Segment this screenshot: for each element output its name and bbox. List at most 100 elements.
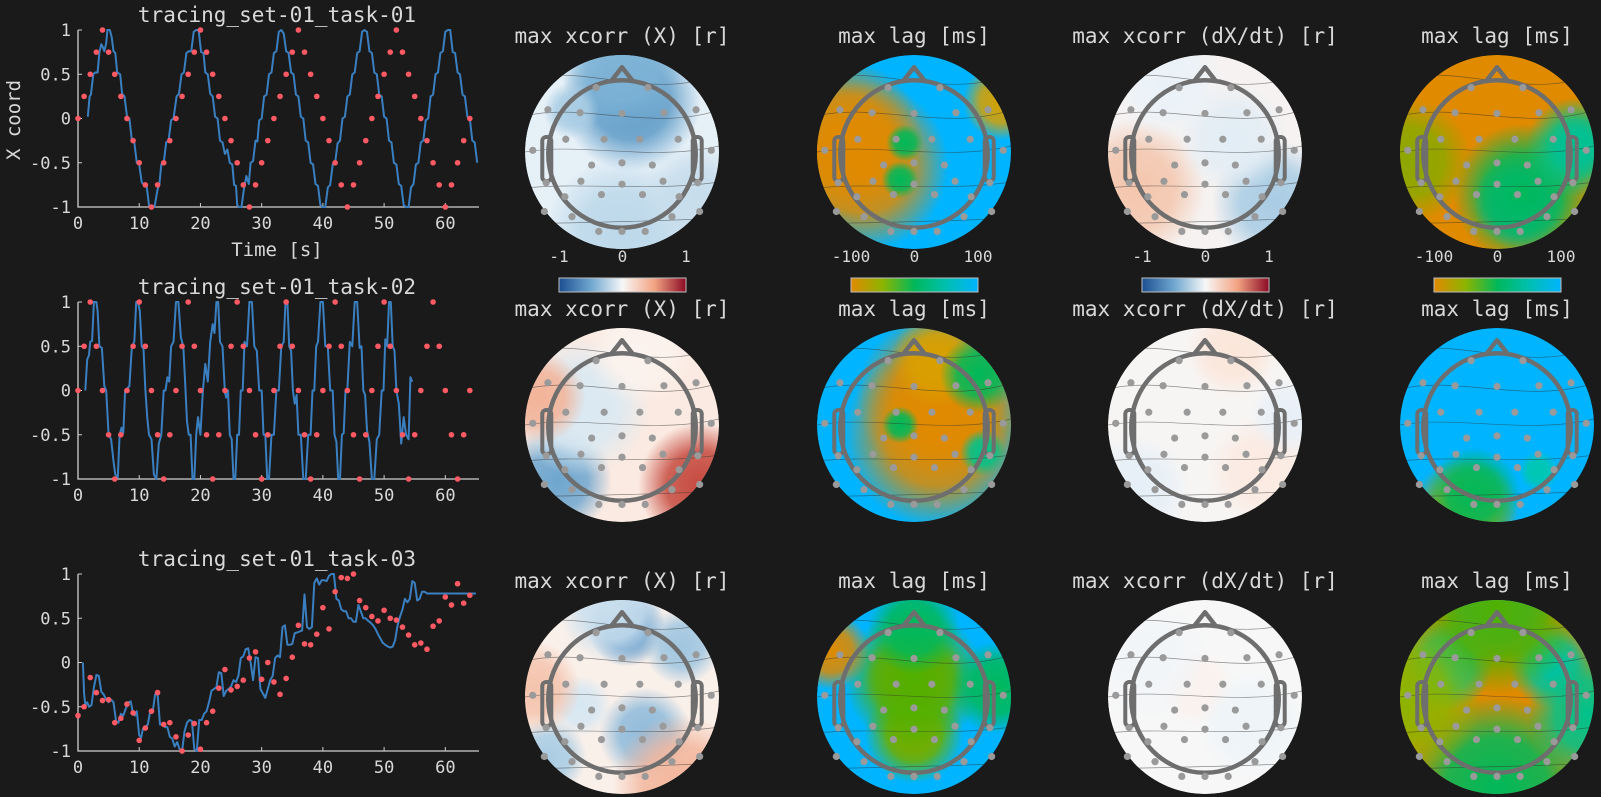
electrode-dot [1470,772,1478,781]
electrode-dot [1279,480,1287,489]
electrode-dot [1258,193,1266,201]
target-marker [467,115,473,122]
electrode-dot [694,724,702,732]
electrode-dot [1516,772,1524,781]
x-tick-label: 0 [73,486,83,506]
target-marker [362,137,369,144]
topoplot-r1-c4: max lag [ms] -100 0 100 [1400,24,1594,293]
x-tick-label: 40 [313,758,333,778]
electrode-dot [1513,190,1522,199]
electrode-dot [1415,752,1423,761]
target-marker [167,719,173,726]
electrode-dot [910,227,918,236]
electrode-dot [1123,752,1131,761]
y-tick-label: -0.5 [30,154,71,174]
target-marker [295,27,302,33]
target-marker [252,182,259,188]
target-marker [154,182,161,188]
target-marker [209,708,216,714]
electrode-dot [930,463,939,472]
target-marker [93,343,100,350]
electrode-dot [1127,651,1135,659]
colorbar [1141,277,1270,293]
target-marker [344,575,351,582]
target-marker [326,626,332,632]
electrode-dot [853,738,861,746]
electrode-dot [910,654,918,663]
head-outline [546,623,698,775]
electrode-dot [1258,738,1266,746]
electrode-dot [1582,419,1590,427]
target-marker [81,343,87,350]
electrode-dot [952,109,960,117]
electrode-dot [854,408,862,416]
electrode-dot [1257,135,1265,143]
electrode-dot [868,382,876,390]
electrode-dot [1221,463,1230,472]
target-marker [430,623,436,630]
target-marker [301,431,308,438]
colorbar-tick-label: 1 [1264,247,1274,266]
y-tick-label: 1 [61,21,71,41]
electrode-dot [561,466,569,474]
electrode-dot [562,680,570,688]
target-marker [387,49,394,55]
electrode-dot [638,735,647,744]
electrode-dot [1219,408,1227,416]
target-marker [209,476,216,482]
nose-icon [609,65,635,83]
electrode-dot [1112,146,1120,154]
electrode-dot [1475,408,1483,416]
electrode-dot [577,177,585,185]
target-marker [448,182,455,188]
colorbar-tick-label: 100 [1547,247,1576,266]
electrode-dot [1516,500,1524,509]
electrode-dot [910,500,918,509]
x-axis-label: Time [s] [231,239,323,261]
electrode-dot [1180,190,1189,199]
target-marker [350,182,357,188]
line-plot-task-02: tracing_set-01_task-02 10.50-0.5-10 10 20 3… [30,275,479,506]
electrode-dot [1467,629,1475,637]
electrode-dot [1258,466,1266,474]
electrode-dot [1290,419,1298,427]
target-marker [130,343,136,350]
electrode-dot [1201,180,1209,188]
electrode-dot [884,629,892,637]
line-plot-task-03: tracing_set-01_task-03 10.50-0.5-10 10 20 3… [30,547,479,778]
electrode-dot [675,193,683,201]
electrode-dot [1175,357,1183,365]
target-marker [399,624,406,630]
electrode-dot [999,419,1007,427]
electrode-dot [544,379,552,387]
head-outline [1129,351,1281,503]
colorbar-tick-label: 1 [681,247,691,266]
target-marker [313,93,320,100]
electrode-dot [597,463,606,472]
electrode-dot [836,651,844,659]
electrode-dot [636,680,644,688]
electrode-dot [529,146,537,154]
electrode-dot [834,724,842,732]
electrode-dot [1571,480,1579,489]
electrode-dot [618,382,626,391]
electrode-dot [1571,207,1579,216]
electrode-dot [910,453,918,461]
electrode-dot [1452,450,1460,458]
nose-icon [1484,338,1510,356]
electrode-dot [674,408,682,416]
electrode-dot [936,84,944,92]
target-marker [307,476,314,482]
topoplot-title: max lag [ms] [838,297,990,321]
electrode-dot [529,691,537,699]
target-marker [124,115,130,122]
target-marker [393,387,400,394]
electrode-dot [529,419,537,427]
electrode-dot [988,207,996,216]
electrode-dot [660,382,668,390]
electrode-dot [887,227,895,236]
x-tick-label: 60 [435,214,455,234]
electrode-dot [1123,480,1131,489]
electrode-dot [1417,724,1425,732]
electrode-dot [561,193,569,201]
